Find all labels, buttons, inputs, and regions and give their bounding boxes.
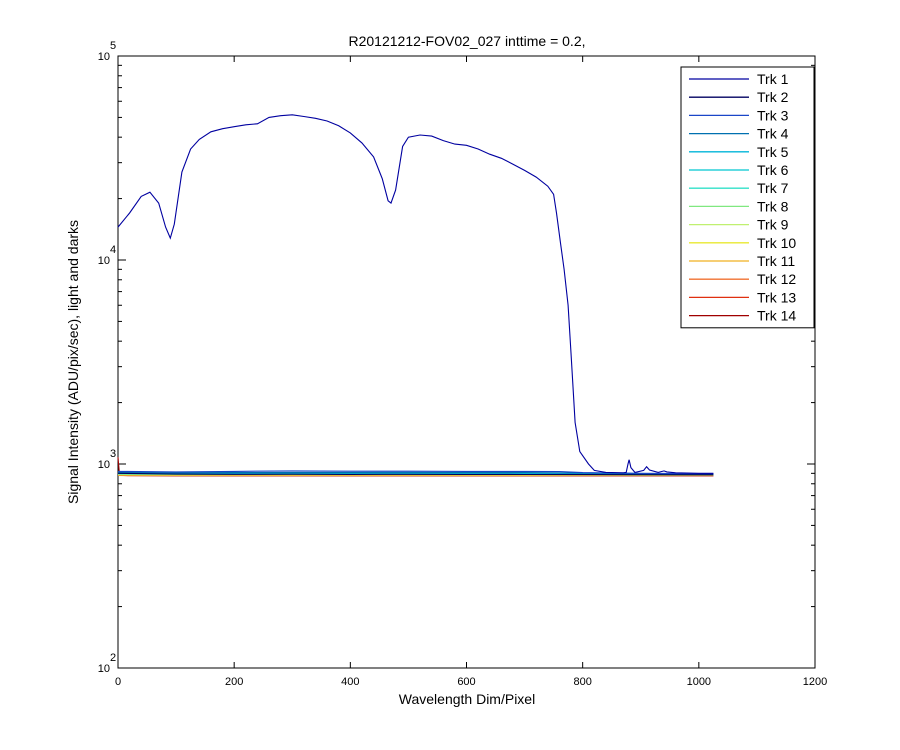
legend-label: Trk 4: [757, 126, 789, 142]
x-tick-label: 200: [225, 676, 243, 688]
y-axis-label: Signal Intensity (ADU/pix/sec), light an…: [65, 220, 81, 504]
series-line-trk-3: [117, 470, 714, 475]
y-tick-label-base: 10: [98, 459, 110, 471]
legend-label: Trk 3: [757, 107, 789, 123]
legend-label: Trk 8: [757, 198, 789, 214]
x-axis-label: Wavelength Dim/Pixel: [399, 691, 535, 707]
y-tick-label-exponent: 2: [110, 652, 116, 664]
legend-label: Trk 6: [757, 162, 789, 178]
legend-label: Trk 10: [757, 235, 796, 251]
legend-label: Trk 12: [757, 271, 796, 287]
legend-label: Trk 5: [757, 144, 789, 160]
x-tick-label: 0: [115, 676, 121, 688]
x-tick-label: 1200: [803, 676, 827, 688]
legend-label: Trk 7: [757, 180, 789, 196]
x-tick-label: 400: [341, 676, 359, 688]
y-tick-label-exponent: 4: [110, 244, 116, 256]
legend-label: Trk 11: [757, 253, 795, 269]
y-tick-label-base: 10: [98, 51, 110, 63]
legend-label: Trk 14: [757, 308, 796, 324]
y-tick-label-exponent: 3: [110, 448, 116, 460]
y-tick-label-exponent: 5: [110, 40, 116, 52]
legend-label: Trk 13: [757, 289, 796, 305]
x-tick-label: 600: [457, 676, 475, 688]
legend-label: Trk 9: [757, 217, 789, 233]
series-line-trk-2: [117, 472, 714, 476]
y-tick-label-base: 10: [98, 663, 110, 675]
chart-title: R20121212-FOV02_027 inttime = 0.2,: [349, 33, 586, 49]
x-tick-label: 800: [573, 676, 591, 688]
series-line-trk-1: [117, 114, 714, 474]
legend-box: [680, 66, 815, 329]
x-tick-label: 1000: [687, 676, 711, 688]
y-tick-label-base: 10: [98, 255, 110, 267]
legend-label: Trk 2: [757, 89, 789, 105]
legend-label: Trk 1: [757, 71, 789, 87]
